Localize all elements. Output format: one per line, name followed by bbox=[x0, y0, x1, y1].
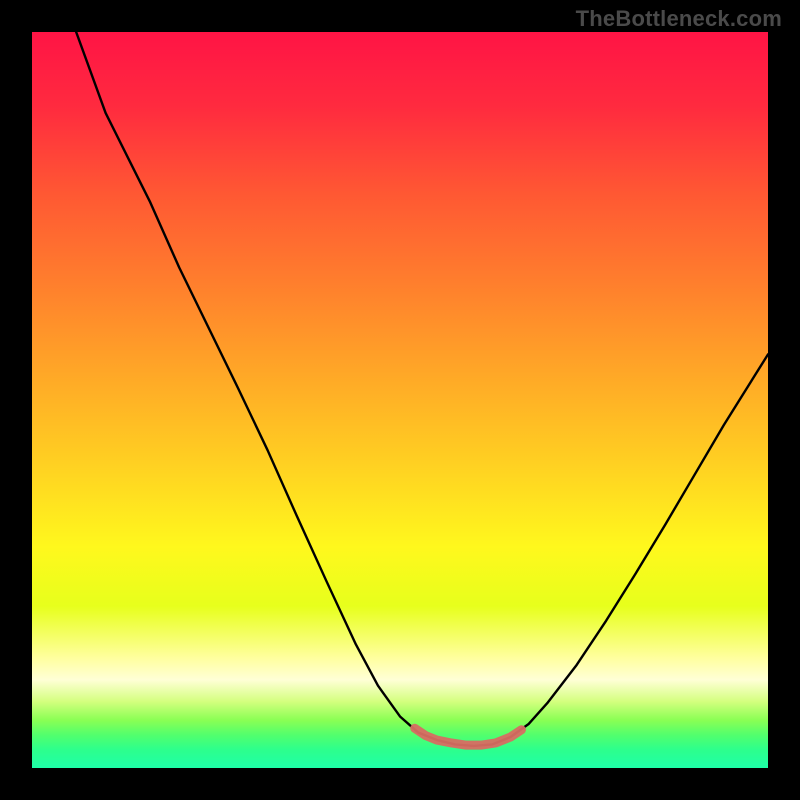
plot-background bbox=[32, 32, 768, 768]
chart-container: TheBottleneck.com bbox=[0, 0, 800, 800]
plot-area bbox=[32, 32, 768, 768]
watermark-label: TheBottleneck.com bbox=[576, 6, 782, 32]
plot-svg bbox=[32, 32, 768, 768]
